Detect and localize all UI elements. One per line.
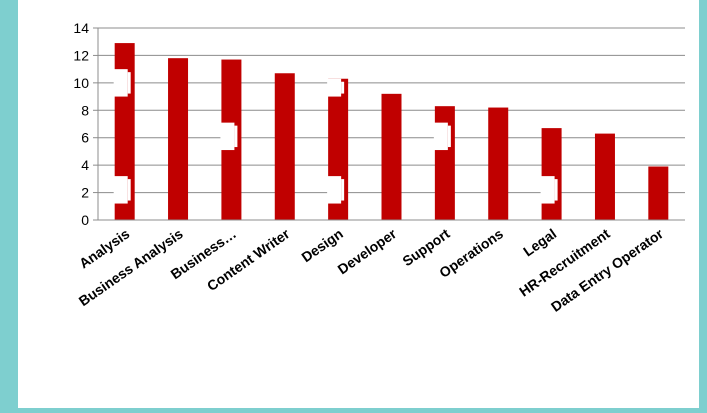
bar-notches <box>113 69 558 204</box>
bar <box>648 166 669 220</box>
x-category-label: Design <box>298 225 345 265</box>
bar-notch <box>341 179 345 201</box>
bar-notch <box>113 176 128 204</box>
y-tick-label: 4 <box>81 157 89 173</box>
bar-notch <box>341 81 345 94</box>
bar <box>274 73 295 220</box>
chart-panel: 0 2 4 6 8 10 12 14 Analysis Business Analysis Bus… <box>18 0 699 408</box>
bar-notch <box>127 72 131 94</box>
bar-notch <box>554 179 558 201</box>
bar <box>168 58 189 220</box>
bar <box>541 128 562 220</box>
y-tick-label: 14 <box>73 20 89 36</box>
bars <box>114 43 669 221</box>
bar-notch <box>447 125 451 148</box>
bar-notch <box>540 176 555 204</box>
y-tick-label: 8 <box>81 102 89 118</box>
bar <box>381 93 402 220</box>
y-tick-label: 10 <box>73 75 89 91</box>
bar-notch <box>127 179 131 201</box>
bar-notch <box>327 78 342 97</box>
bar <box>594 133 615 220</box>
x-category-label: HR-Recruitment <box>516 225 613 299</box>
y-tick-label: 2 <box>81 185 89 201</box>
bar-notch <box>113 69 128 97</box>
bar-notch <box>220 122 235 151</box>
bar <box>488 107 509 220</box>
y-axis-ticks: 0 2 4 6 8 10 12 14 <box>73 20 98 228</box>
x-category-label: Legal <box>520 225 559 259</box>
x-category-label: Developer <box>335 225 400 277</box>
bar-notch <box>327 176 342 204</box>
y-tick-label: 6 <box>81 130 89 146</box>
y-tick-label: 0 <box>81 212 89 228</box>
y-tick-label: 12 <box>73 47 89 63</box>
bar-notch <box>234 125 238 148</box>
bar-notch <box>433 122 448 151</box>
